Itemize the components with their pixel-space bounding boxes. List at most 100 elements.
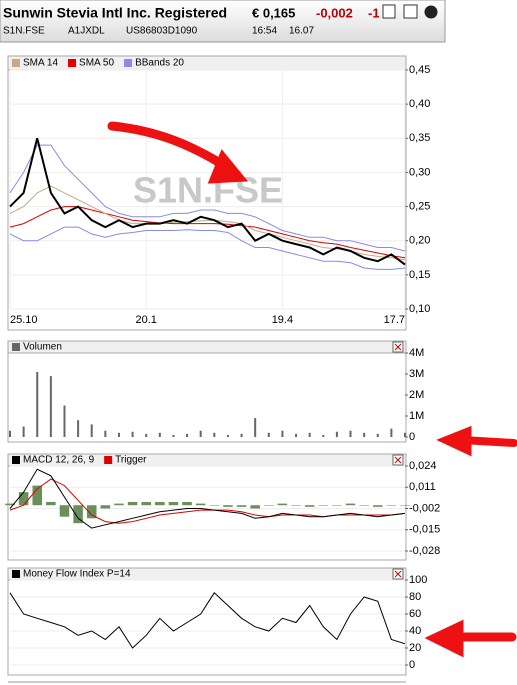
bar bbox=[131, 431, 134, 437]
annotations bbox=[107, 121, 517, 658]
wkn: A1JXDL bbox=[68, 26, 105, 37]
bar bbox=[363, 432, 366, 437]
bar bbox=[404, 432, 406, 437]
bar bbox=[240, 433, 243, 437]
bar bbox=[127, 501, 138, 506]
y-tick-label: -0,028 bbox=[409, 545, 440, 557]
x-tick-label: 19.4 bbox=[272, 314, 293, 326]
icon[interactable] bbox=[382, 4, 396, 19]
series-line bbox=[9, 226, 406, 270]
legend-label: MACD 12, 26, 9 bbox=[23, 455, 95, 466]
bar bbox=[100, 505, 111, 509]
y-tick-label: 1M bbox=[409, 410, 424, 422]
y-tick-label: 100 bbox=[409, 574, 427, 586]
bar bbox=[400, 505, 410, 506]
bar bbox=[182, 501, 192, 506]
y-tick-label: 0,15 bbox=[409, 269, 430, 281]
panels: 0,10 0,15 0,20 0,25 0,30 0,35 0,40 0,45 25.10 20.… bbox=[5, 55, 440, 676]
bar bbox=[281, 430, 284, 437]
header-icons bbox=[382, 4, 438, 19]
isin: US86803D1090 bbox=[126, 26, 198, 37]
bar bbox=[359, 505, 369, 506]
y-tick-label: -0,015 bbox=[409, 524, 440, 536]
legend-label: SMA 50 bbox=[79, 58, 114, 69]
bar bbox=[59, 505, 70, 517]
legend-swatch bbox=[12, 456, 20, 464]
y-tick-label: 0 bbox=[409, 431, 415, 443]
y-tick-label: 0,35 bbox=[409, 132, 430, 144]
arrow-head bbox=[207, 149, 249, 184]
legend-label: SMA 14 bbox=[23, 58, 58, 69]
bar bbox=[90, 424, 93, 437]
y-tick-label: 0,25 bbox=[409, 200, 430, 212]
change: -0,002 bbox=[316, 5, 353, 20]
change-pct: -1 bbox=[368, 5, 380, 20]
bar bbox=[318, 505, 329, 506]
bar bbox=[9, 430, 11, 437]
bar bbox=[86, 505, 97, 519]
bar bbox=[386, 505, 397, 506]
y-tick-label: 3M bbox=[409, 368, 424, 380]
stock-name: Sunwin Stevia Intl Inc. Registered bbox=[3, 5, 227, 21]
close-icon bbox=[394, 343, 402, 351]
bar bbox=[104, 430, 107, 437]
symbol: S1N.FSE bbox=[3, 26, 45, 37]
arrow-head bbox=[424, 619, 464, 658]
bar bbox=[390, 428, 393, 437]
bar bbox=[117, 432, 120, 437]
bar bbox=[145, 433, 148, 437]
series-line bbox=[9, 144, 406, 252]
y-tick-label: 20 bbox=[409, 642, 421, 654]
icon[interactable] bbox=[424, 5, 438, 19]
bar bbox=[49, 376, 52, 437]
legend-swatch bbox=[68, 59, 77, 67]
legend-swatch bbox=[12, 59, 20, 67]
bar bbox=[345, 503, 356, 506]
bar bbox=[372, 505, 383, 507]
bar bbox=[73, 505, 83, 524]
bar bbox=[186, 433, 189, 437]
bar bbox=[223, 505, 233, 507]
icon[interactable] bbox=[403, 4, 418, 19]
bar bbox=[77, 420, 80, 437]
legend-swatch bbox=[12, 343, 20, 351]
arrow bbox=[107, 121, 237, 177]
bar bbox=[199, 430, 202, 437]
bar bbox=[213, 432, 216, 437]
legend-swatch bbox=[104, 456, 113, 464]
watermark: S1N.FSE bbox=[133, 170, 283, 211]
date: 16.07 bbox=[289, 26, 314, 37]
bar bbox=[349, 430, 352, 437]
bar bbox=[158, 432, 161, 437]
price: € 0,165 bbox=[252, 5, 295, 20]
y-tick-label: 2M bbox=[409, 389, 424, 401]
bar bbox=[267, 432, 270, 437]
bar bbox=[114, 503, 124, 506]
bar bbox=[264, 505, 274, 506]
bar bbox=[209, 505, 220, 506]
bar bbox=[322, 434, 325, 437]
bar bbox=[376, 433, 379, 437]
bar bbox=[277, 503, 288, 506]
bar bbox=[63, 405, 66, 437]
bar bbox=[335, 431, 338, 437]
y-tick-label: 0,024 bbox=[409, 460, 437, 472]
series-line bbox=[9, 185, 406, 261]
bar bbox=[141, 501, 151, 506]
legend-label: Money Flow Index P=14 bbox=[23, 569, 131, 580]
arrow-head bbox=[436, 425, 472, 457]
y-tick-label: -0,002 bbox=[409, 502, 440, 514]
y-tick-label: 80 bbox=[409, 591, 421, 603]
y-tick-label: 4M bbox=[409, 347, 424, 359]
bar bbox=[226, 434, 229, 437]
bar bbox=[332, 505, 342, 506]
panel-frame bbox=[7, 340, 407, 443]
bar bbox=[46, 501, 56, 506]
bar bbox=[172, 434, 175, 437]
x-tick-label: 20.1 bbox=[135, 314, 156, 326]
series-line bbox=[9, 592, 406, 649]
legend-label: BBands 20 bbox=[135, 58, 184, 69]
series-line bbox=[9, 206, 406, 259]
x-tick-label: 25.10 bbox=[10, 314, 38, 326]
